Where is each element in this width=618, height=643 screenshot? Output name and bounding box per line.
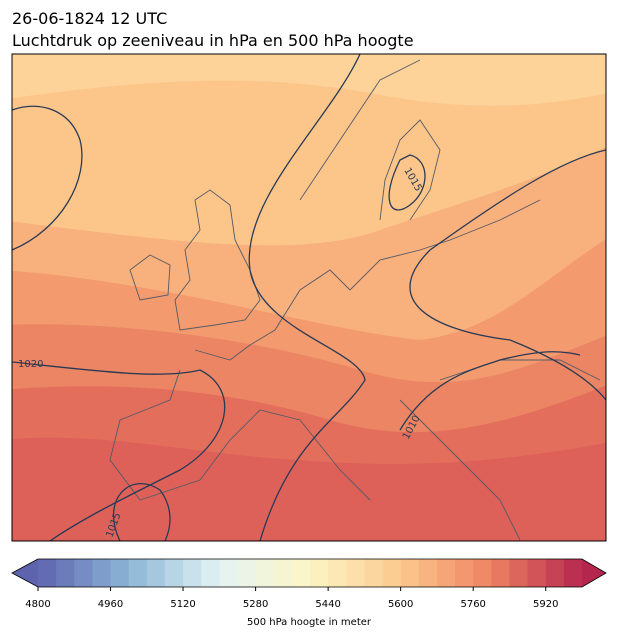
- colorbar-segment: [527, 559, 547, 587]
- colorbar-segment: [38, 559, 57, 587]
- subtitle: Luchtdruk op zeeniveau in hPa en 500 hPa…: [12, 31, 414, 50]
- colorbar-segment: [92, 559, 112, 587]
- colorbar-tick-label: 5920: [533, 599, 558, 610]
- title: 26-06-1824 12 UTC: [12, 9, 167, 28]
- colorbar-segment: [545, 559, 565, 587]
- colorbar-segment: [310, 559, 329, 587]
- colorbar-segment: [563, 559, 583, 587]
- colorbar-extend: [582, 559, 606, 587]
- colorbar-segment: [491, 559, 510, 587]
- band: [12, 54, 606, 106]
- colorbar-tick-label: 5440: [315, 599, 340, 610]
- colorbar-tick-label: 5120: [170, 599, 195, 610]
- colorbar-segment: [291, 559, 311, 587]
- colorbar-segment: [509, 559, 529, 587]
- colorbar-segment: [255, 559, 275, 587]
- colorbar-segment: [346, 559, 365, 587]
- colorbar-segment: [328, 559, 347, 587]
- colorbar-segment: [455, 559, 474, 587]
- colorbar-segment: [128, 559, 148, 587]
- map: [12, 54, 606, 541]
- colorbar-segment: [74, 559, 93, 587]
- colorbar-segment: [382, 559, 402, 587]
- colorbar-label: 500 hPa hoogte in meter: [247, 617, 372, 628]
- colorbar-tick-label: 4960: [98, 599, 123, 610]
- map-frame: [11, 53, 607, 542]
- colorbar-tick-label: 4800: [25, 599, 50, 610]
- isobars: [12, 54, 606, 541]
- contour-label: 1020: [18, 359, 43, 370]
- colorbar-tick-label: 5760: [460, 599, 485, 610]
- colorbar-tick-label: 5600: [388, 599, 413, 610]
- colorbar-segment: [164, 559, 184, 587]
- coastlines: [109, 59, 601, 541]
- colorbar-tick-label: 5280: [243, 599, 268, 610]
- colorbar-segment: [219, 559, 238, 587]
- colorbar-segment: [201, 559, 220, 587]
- colorbar-segment: [146, 559, 166, 587]
- colorbar-segment: [56, 559, 75, 587]
- colorbar-segment: [364, 559, 384, 587]
- colorbar-segment: [110, 559, 130, 587]
- colorbar-extend: [12, 559, 38, 587]
- colorbar-segment: [183, 559, 202, 587]
- colorbar-segment: [273, 559, 293, 587]
- colorbar-outline: [11, 558, 607, 588]
- colorbar-segment: [400, 559, 420, 587]
- colorbar-segment: [237, 559, 257, 587]
- colorbar: 4800 4960 5120 5280 5440 5600 5760 5920: [11, 558, 607, 610]
- colorbar-segment: [436, 559, 456, 587]
- colorbar-segment: [418, 559, 438, 587]
- colorbar-segment: [473, 559, 492, 587]
